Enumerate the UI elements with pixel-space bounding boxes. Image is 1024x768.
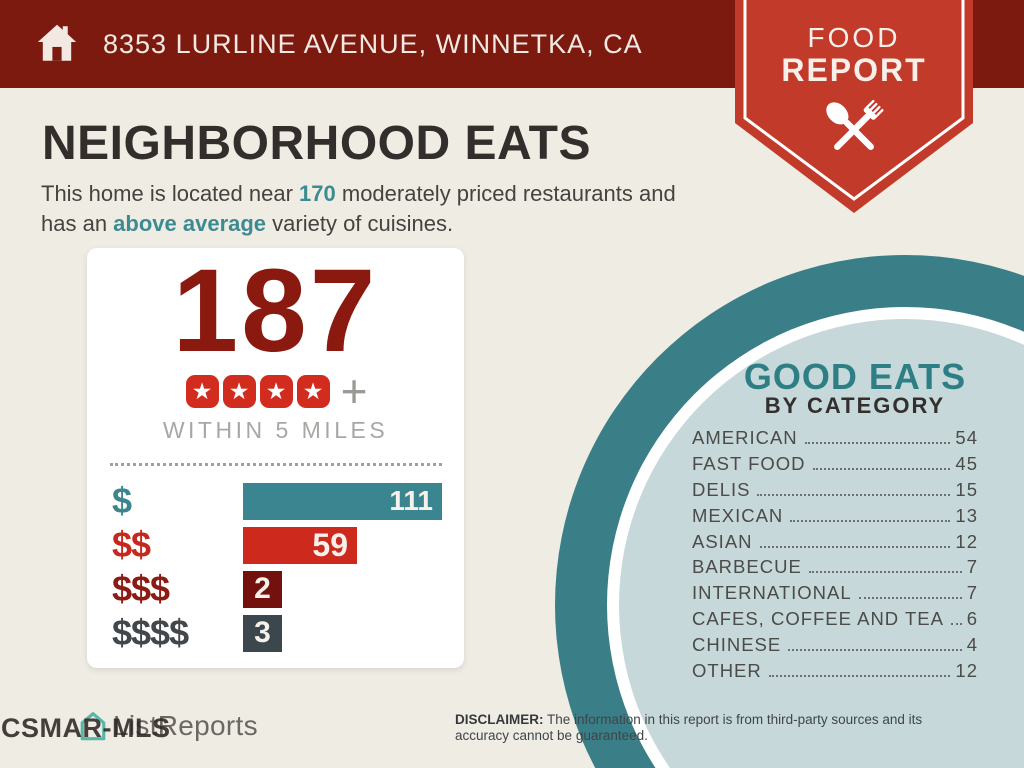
- category-value: 12: [955, 660, 978, 682]
- bar-value: 111: [389, 485, 433, 516]
- dotted-leader: [757, 493, 951, 496]
- rating-stars: ★ ★ ★ ★ +: [87, 365, 464, 417]
- category-value: 12: [955, 530, 978, 552]
- category-label: FAST FOOD: [692, 452, 806, 474]
- plus-icon: +: [340, 365, 368, 417]
- category-label: CHINESE: [692, 634, 782, 656]
- category-label: CAFES, COFFEE AND TEA: [692, 608, 944, 630]
- list-item: BARBECUE 7: [692, 556, 978, 582]
- bar-value: 2: [254, 572, 271, 605]
- list-item: INTERNATIONAL 7: [692, 582, 978, 608]
- list-item: AMERICAN 54: [692, 427, 978, 453]
- dotted-leader: [808, 571, 962, 574]
- dotted-leader: [858, 597, 962, 600]
- intro-sentence: This home is located near 170 moderately…: [41, 179, 741, 239]
- star-icon: ★: [185, 374, 219, 408]
- price-tier-label: $: [112, 480, 132, 521]
- property-address: 8353 LURLINE AVENUE, WINNETKA, CA: [103, 28, 643, 59]
- category-value: 13: [955, 504, 978, 526]
- category-value: 4: [966, 634, 978, 656]
- dotted-leader: [768, 675, 951, 678]
- disclaimer-text: accuracy cannot be guaranteed.: [455, 728, 648, 743]
- star-icon: ★: [296, 374, 330, 408]
- category-value: 15: [955, 478, 978, 500]
- chart-row: $$$ 2: [87, 567, 464, 611]
- bar: 111: [243, 482, 442, 520]
- dotted-leader: [812, 467, 951, 470]
- price-tier-bar-chart: $ 111 $$ 59 $$$ 2 $$$$ 3: [87, 479, 464, 655]
- bar: 3: [243, 614, 282, 652]
- disclaimer-text: The information in this report is from t…: [543, 712, 923, 727]
- list-item: ASIAN 12: [692, 531, 978, 557]
- logo-house-icon: [80, 712, 106, 741]
- good-eats-title: GOOD EATS: [743, 356, 967, 397]
- total-restaurant-count: 187: [172, 245, 379, 377]
- dotted-leader: [950, 623, 962, 626]
- chart-row: $$ 59: [87, 523, 464, 567]
- badge-title-line1: FOOD: [807, 22, 901, 53]
- dotted-leader: [788, 649, 962, 652]
- category-value: 6: [966, 608, 978, 630]
- list-item: MEXICAN 13: [692, 505, 978, 531]
- category-list: AMERICAN 54 FAST FOOD 45 DELIS 15 MEXICAN 13…: [692, 427, 978, 686]
- badge-title-line2: REPORT: [781, 52, 927, 88]
- list-item: CHINESE 4: [692, 634, 978, 660]
- dotted-leader: [804, 442, 951, 444]
- category-label: BARBECUE: [692, 556, 802, 578]
- list-item: FAST FOOD 45: [692, 453, 978, 479]
- price-tier-label: $$: [112, 524, 151, 565]
- intro-text: moderately priced restaurants and: [335, 181, 676, 206]
- summary-card: 187 ★ ★ ★ ★ + WITHIN 5 MILES $ 111 $$ 59: [87, 248, 464, 668]
- restaurant-count: 170: [299, 181, 336, 206]
- list-item: CAFES, COFFEE AND TEA 6: [692, 608, 978, 634]
- mls-watermark: CSMAR-MLS: [1, 713, 171, 743]
- radius-label: WITHIN 5 MILES: [162, 417, 389, 443]
- price-tier-label: $$$$: [112, 612, 189, 653]
- category-value: 45: [955, 452, 978, 474]
- ribbon-shape: [735, 0, 973, 213]
- chart-row: $ 111: [87, 479, 464, 523]
- category-value: 7: [966, 582, 978, 604]
- bar: 59: [243, 526, 357, 564]
- home-icon: [34, 20, 80, 72]
- intro-text: variety of cuisines.: [266, 211, 454, 236]
- intro-text: has an: [41, 211, 114, 236]
- category-value: 54: [955, 427, 978, 448]
- chart-row: $$$$ 3: [87, 611, 464, 655]
- listreports-logo: ListReports: [74, 707, 258, 745]
- list-item: DELIS 15: [692, 479, 978, 505]
- dotted-leader: [790, 519, 951, 522]
- page-title: NEIGHBORHOOD EATS: [42, 117, 591, 170]
- food-report-badge: FOOD REPORT: [735, 0, 973, 213]
- good-eats-subtitle: BY CATEGORY: [764, 393, 946, 418]
- disclaimer-label: DISCLAIMER:: [455, 712, 544, 727]
- category-label: OTHER: [692, 660, 762, 682]
- price-tier-label: $$$: [112, 568, 170, 609]
- category-label: ASIAN: [692, 530, 753, 552]
- crossed-utensils-icon: [826, 99, 884, 150]
- variety-highlight: above average: [113, 211, 267, 236]
- category-label: MEXICAN: [692, 504, 784, 526]
- bar: 2: [243, 570, 282, 608]
- category-label: DELIS: [692, 478, 751, 500]
- intro-text: This home is located near: [41, 181, 300, 206]
- star-icon: ★: [259, 374, 293, 408]
- bar-value: 3: [254, 616, 271, 649]
- list-item: OTHER 12: [692, 660, 978, 686]
- star-icon: ★: [222, 374, 256, 408]
- category-value: 7: [966, 556, 978, 578]
- dotted-divider: [110, 463, 442, 466]
- dotted-leader: [759, 545, 951, 548]
- logo-text: ListReports: [113, 710, 258, 741]
- disclaimer: DISCLAIMER: The information in this repo…: [455, 712, 1015, 744]
- category-label: AMERICAN: [692, 427, 798, 448]
- bar-value: 59: [312, 526, 348, 563]
- category-label: INTERNATIONAL: [692, 582, 852, 604]
